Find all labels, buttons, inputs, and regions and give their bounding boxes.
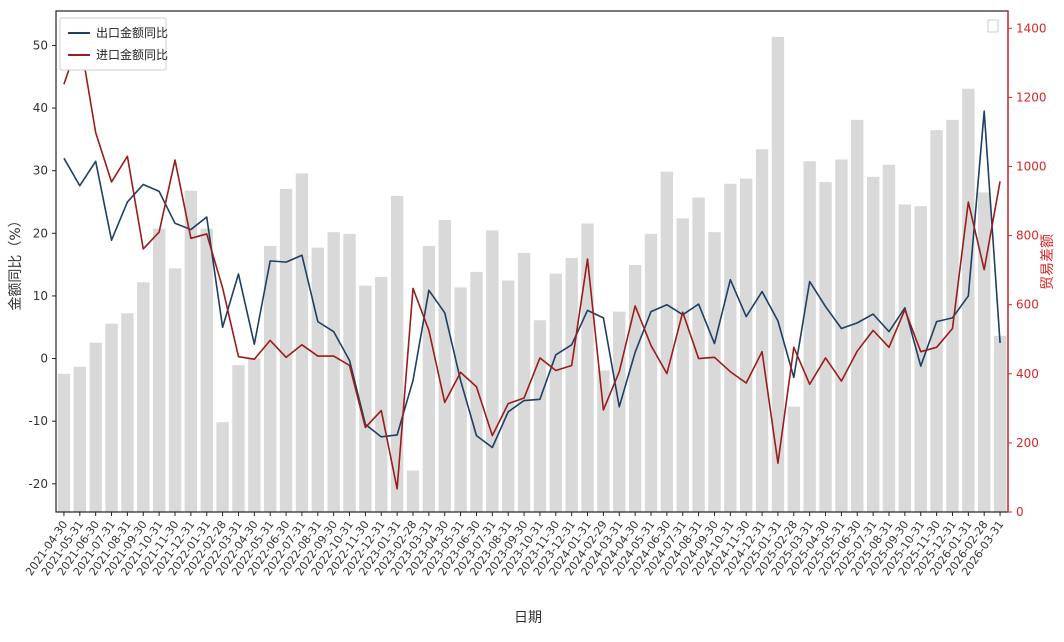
trade-balance-bar [502, 280, 515, 512]
export-yoy-line [63, 110, 1001, 449]
empty-legend-box [987, 19, 999, 33]
trade-balance-bar [184, 190, 198, 513]
trade-balance-bar [152, 228, 166, 512]
left-y-tick-label: 50 [33, 38, 48, 52]
right-y-tick-label: 600 [1016, 298, 1039, 312]
trade-balance-bar [613, 311, 626, 512]
legend-label-export: 出口金额同比 [96, 25, 168, 40]
left-y-tick-label: 10 [33, 289, 48, 303]
trade-balance-bar [692, 197, 705, 512]
trade-balance-bar [533, 320, 547, 512]
left-y-tick-label: 40 [33, 101, 48, 115]
trade-balance-bar [73, 366, 86, 512]
trade-balance-bar [406, 470, 420, 512]
trade-balance-bar [914, 206, 927, 512]
trade-balance-bar [359, 285, 372, 512]
trade-balance-bar [232, 365, 245, 512]
trade-balance-bar [676, 218, 689, 512]
trade-balance-bar [866, 176, 880, 512]
trade-balance-bar [740, 178, 753, 512]
trade-balance-bar [375, 277, 388, 512]
trade-balance-bar [581, 223, 594, 513]
legend: 出口金额同比 进口金额同比 [59, 17, 168, 71]
trade-balance-bar [549, 273, 562, 512]
trade-balance-bar [708, 232, 721, 512]
trade-balance-bar [121, 313, 134, 512]
trade-balance-bar [882, 164, 896, 512]
trade-balance-bar [851, 119, 864, 512]
right-y-tick-label: 1200 [1016, 90, 1047, 104]
trade-balance-bar [470, 271, 483, 512]
trade-balance-bar [946, 119, 959, 512]
trade-balance-bar [597, 370, 610, 512]
trade-balance-bar [803, 161, 816, 513]
trade-balance-bar [105, 323, 118, 512]
trade-balance-bar [264, 245, 277, 512]
trade-balance-bar [279, 188, 293, 512]
trade-balance-bar [898, 204, 912, 513]
trade-balance-bar [724, 183, 737, 512]
right-y-tick-label: 1000 [1016, 159, 1047, 173]
trade-balance-bar [57, 373, 71, 512]
right-y-tick-label: 0 [1016, 505, 1024, 519]
trade-balance-bar [200, 228, 213, 512]
left-y-axis-label: 金额同比（%） [8, 213, 24, 310]
trade-balance-bar [438, 220, 451, 513]
trade-balance-bar [311, 247, 324, 512]
left-y-tick-label: 0 [40, 352, 48, 366]
left-y-tick-label: -10 [28, 414, 48, 428]
left-y-tick-label: 20 [33, 226, 48, 240]
trade-balance-bar [454, 287, 467, 512]
trade-balance-bar [327, 232, 340, 512]
trade-balance-bar [343, 233, 356, 513]
import-yoy-line [63, 37, 1001, 490]
trade-balance-bar [771, 36, 785, 512]
trade-balance-bar [248, 358, 261, 512]
left-y-tick-label: 30 [33, 164, 48, 178]
right-y-axis-label: 贸易差额 [1040, 234, 1056, 290]
trade-balance-bar [755, 149, 769, 512]
trade-balance-bar [89, 342, 102, 512]
trade-balance-bar [962, 88, 975, 513]
trade-balance-bar [486, 230, 499, 512]
trade-balance-bar [993, 335, 1007, 512]
trade-balance-bar [168, 268, 182, 512]
trade-balance-bar [644, 233, 658, 513]
right-y-tick-label: 800 [1016, 229, 1039, 243]
trade-balance-bar [390, 195, 404, 512]
trade-balance-bar [422, 245, 436, 512]
trade-balance-bar [978, 192, 991, 512]
trade-balance-bar [565, 258, 578, 512]
left-y-tick-label: -20 [28, 477, 48, 491]
legend-label-import: 进口金额同比 [96, 47, 168, 62]
x-axis-label: 日期 [514, 610, 542, 626]
right-y-tick-label: 400 [1016, 367, 1039, 381]
trade-balance-bar [628, 264, 642, 512]
trade-balance-bar [517, 252, 531, 513]
trade-balance-bar [660, 171, 674, 513]
trade-balance-bar [295, 173, 309, 512]
legend-box [59, 17, 167, 71]
trade-balance-bar [819, 182, 832, 512]
right-y-tick-label: 200 [1016, 436, 1039, 450]
trade-balance-bar [835, 159, 848, 512]
trade-balance-bar [137, 282, 150, 512]
right-y-tick-label: 1400 [1016, 21, 1047, 35]
trade-balance-bar [216, 422, 229, 512]
trade-balance-bar [787, 406, 800, 512]
